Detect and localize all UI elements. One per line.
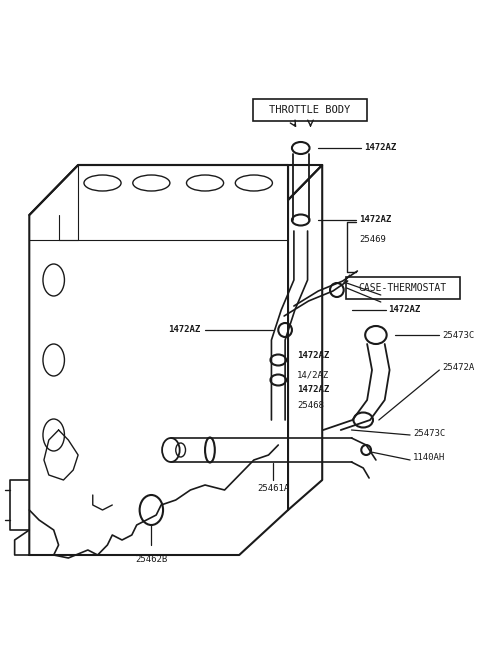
Text: CASE-THERMOSTAT: CASE-THERMOSTAT [359,283,447,293]
FancyBboxPatch shape [346,277,460,299]
FancyBboxPatch shape [253,99,367,121]
Text: 1472AZ: 1472AZ [360,215,392,225]
Text: 25461A: 25461A [257,484,289,493]
Text: 14/2AZ: 14/2AZ [297,371,329,380]
Text: 25462B: 25462B [135,555,168,564]
Text: 25468: 25468 [297,401,324,409]
Text: 1472AZ: 1472AZ [297,350,329,359]
Text: 1472AZ: 1472AZ [168,325,200,334]
Text: 1472AZ: 1472AZ [297,386,329,394]
Text: 1472AZ: 1472AZ [389,306,421,315]
Text: 25472A: 25472A [442,363,475,371]
Text: 25473C: 25473C [413,428,445,438]
Text: 1472AZ: 1472AZ [364,143,396,152]
Text: 25469: 25469 [360,235,386,244]
Text: 1140AH: 1140AH [413,453,445,463]
Text: 25473C: 25473C [442,330,475,340]
Text: THROTTLE BODY: THROTTLE BODY [269,105,350,115]
